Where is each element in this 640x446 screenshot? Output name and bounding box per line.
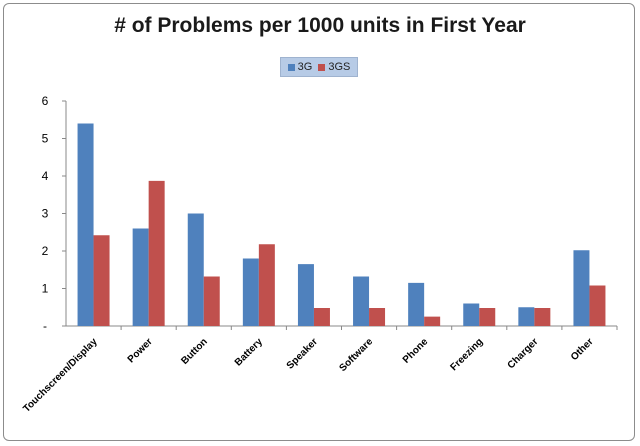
bar-3gs-8 [534,308,551,326]
category-label: Freezing [449,336,486,373]
legend-swatch-3gs [318,63,326,71]
bar-3g-9 [573,250,590,326]
category-label: Power [126,336,155,365]
y-tick-label: 1 [42,282,49,296]
y-tick-label: 4 [42,169,49,183]
y-tick-label: 6 [42,94,49,108]
bar-3gs-4 [313,308,330,326]
legend-swatch-3g [287,63,295,71]
category-label: Button [179,336,210,367]
bar-3gs-7 [479,308,496,326]
chart-title: # of Problems per 1000 units in First Ye… [114,14,526,37]
bar-3gs-6 [424,316,441,326]
category-label: Battery [233,336,265,368]
y-tick-label: - [43,319,47,333]
legend-item-3gs: 3GS [318,61,350,73]
bar-3gs-1 [148,180,165,326]
y-tick-label: 3 [42,207,49,221]
category-label: Touchscreen/Display [21,336,100,415]
y-tick-label: 5 [42,132,49,146]
category-label: Software [338,336,376,374]
category-label: Other [569,336,596,363]
bar-3g-7 [463,303,480,326]
bar-3g-6 [408,282,425,326]
y-tick-label: 2 [42,244,49,258]
chart-legend: 3G 3GS [280,57,358,77]
bar-3gs-2 [203,276,220,326]
bar-3g-3 [242,258,259,326]
chart-bars [77,123,606,326]
bar-3gs-3 [258,244,275,326]
bar-3gs-5 [369,308,386,326]
bar-3g-0 [77,123,94,326]
bar-3g-4 [297,264,314,326]
legend-label-3gs: 3GS [328,61,351,73]
bar-3g-1 [132,228,149,326]
bar-3g-2 [187,213,204,326]
bar-3gs-9 [589,285,606,326]
category-label: Phone [401,336,431,366]
category-label: Charger [506,336,541,371]
legend-item-3g: 3G [287,61,313,73]
legend-label-3g: 3G [297,61,313,73]
category-label: Speaker [285,336,320,371]
bar-3gs-0 [93,235,110,326]
bar-3g-5 [353,276,370,326]
bar-3g-8 [518,307,535,326]
